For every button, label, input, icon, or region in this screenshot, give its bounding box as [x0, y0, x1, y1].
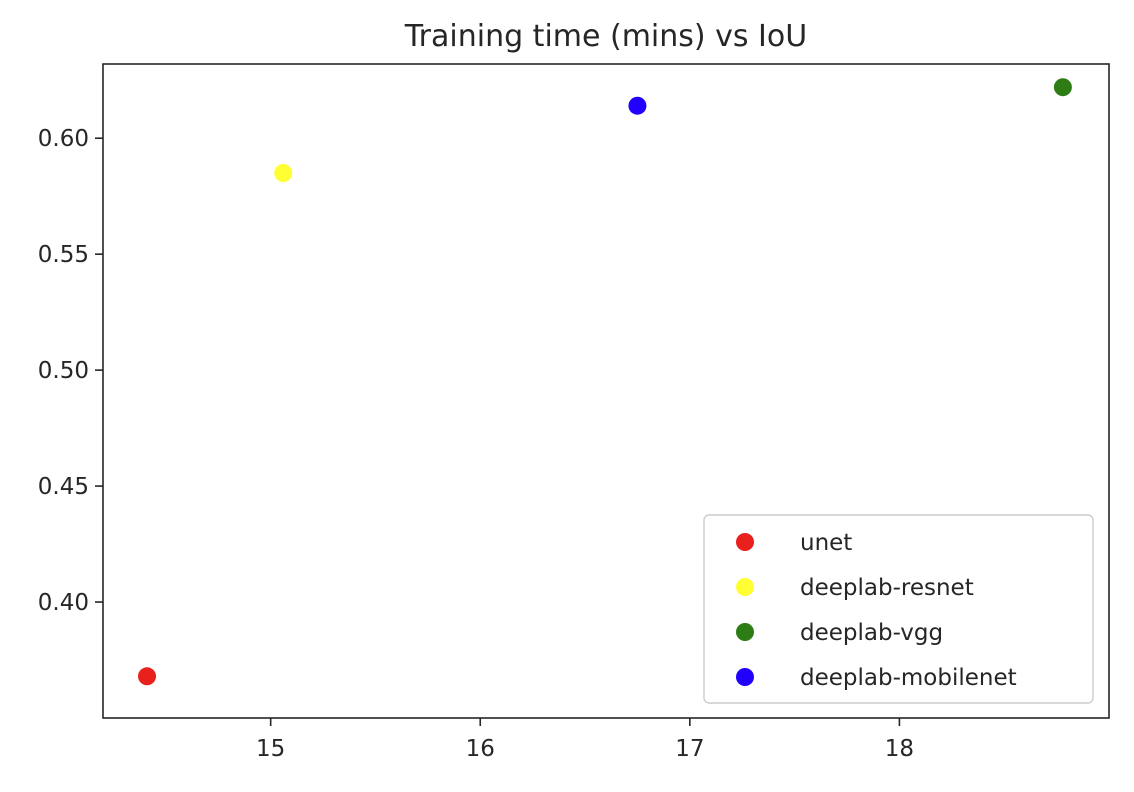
y-tick-label: 0.50 — [38, 358, 89, 384]
x-tick-label: 16 — [466, 736, 495, 762]
data-point-unet — [138, 667, 157, 686]
x-tick-label: 18 — [885, 736, 914, 762]
x-tick-label: 17 — [675, 736, 704, 762]
y-tick-label: 0.55 — [38, 242, 89, 268]
chart-title: Training time (mins) vs IoU — [404, 19, 807, 54]
legend-marker-deeplab-vgg — [736, 623, 754, 641]
y-tick-label: 0.45 — [38, 474, 89, 500]
legend: unet deeplab-resnet deeplab-vgg deeplab-mob… — [703, 514, 1094, 704]
data-points — [138, 78, 1072, 686]
legend-label-deeplab-vgg: deeplab-vgg — [800, 620, 943, 646]
legend-label-unet: unet — [800, 530, 852, 556]
legend-marker-deeplab-resnet — [736, 578, 754, 596]
y-tick-label: 0.40 — [38, 590, 89, 616]
x-tick-label: 15 — [256, 736, 285, 762]
y-axis: 0.40 0.45 0.50 0.55 0.60 — [38, 126, 103, 616]
legend-label-deeplab-resnet: deeplab-resnet — [800, 575, 974, 601]
legend-frame — [703, 514, 1094, 704]
legend-marker-deeplab-mobilenet — [736, 668, 754, 686]
data-point-deeplab-resnet — [274, 164, 293, 182]
data-point-deeplab-mobilenet — [628, 96, 647, 115]
legend-marker-unet — [736, 533, 754, 551]
data-point-deeplab-vgg — [1053, 78, 1072, 97]
y-tick-label: 0.60 — [38, 126, 89, 152]
legend-label-deeplab-mobilenet: deeplab-mobilenet — [800, 665, 1017, 691]
plot-frame — [102, 63, 1110, 719]
x-axis: 15 16 17 18 — [256, 718, 914, 762]
plot-area — [102, 63, 1110, 719]
